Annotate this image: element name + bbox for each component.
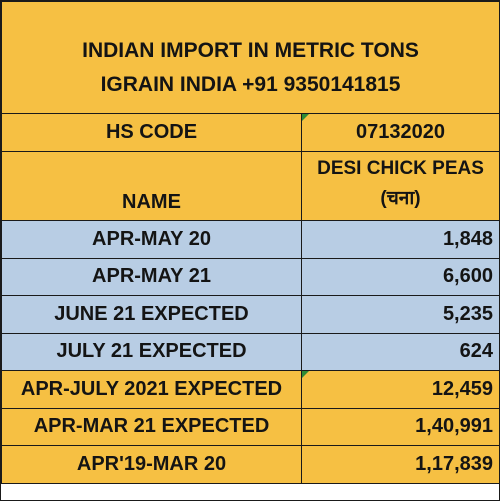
name-label-cell[interactable]: NAME: [1, 151, 302, 221]
title-line-2: IGRAIN INDIA +91 9350141815: [100, 72, 401, 96]
table-row: APR-MAR 21 EXPECTED 1,40,991: [1, 407, 500, 446]
table-row: APR'19-MAR 20 1,17,839: [1, 445, 500, 484]
product-name-cell[interactable]: DESI CHICK PEAS (चना): [301, 151, 500, 221]
title-cell[interactable]: INDIAN IMPORT IN METRIC TONS IGRAIN INDI…: [1, 1, 500, 114]
row-label-cell[interactable]: APR-MAY 20: [1, 220, 302, 259]
row-label-cell[interactable]: JUNE 21 EXPECTED: [1, 295, 302, 334]
row-label-cell[interactable]: JULY 21 EXPECTED: [1, 332, 302, 371]
table-row: JULY 21 EXPECTED 624: [1, 332, 500, 371]
row-label-cell[interactable]: APR'19-MAR 20: [1, 445, 302, 484]
name-row: NAME DESI CHICK PEAS (चना): [1, 151, 500, 221]
table-row: APR-MAY 20 1,848: [1, 220, 500, 259]
row-value-cell[interactable]: 1,40,991: [301, 407, 500, 446]
title-line-1: INDIAN IMPORT IN METRIC TONS: [82, 38, 419, 62]
row-label-cell[interactable]: APR-MAY 21: [1, 257, 302, 296]
table-row: APR-JULY 2021 EXPECTED 12,459: [1, 370, 500, 409]
row-value-cell[interactable]: 6,600: [301, 257, 500, 296]
table-row: JUNE 21 EXPECTED 5,235: [1, 295, 500, 334]
hs-code-value-cell[interactable]: 07132020: [301, 113, 500, 152]
row-value-cell[interactable]: 5,235: [301, 295, 500, 334]
table-row: APR-MAY 21 6,600: [1, 257, 500, 296]
row-value-cell[interactable]: 624: [301, 332, 500, 371]
import-table: INDIAN IMPORT IN METRIC TONS IGRAIN INDI…: [1, 1, 500, 484]
row-label-cell[interactable]: APR-JULY 2021 EXPECTED: [1, 370, 302, 409]
hs-code-row: HS CODE 07132020: [1, 113, 500, 152]
hs-code-label-cell[interactable]: HS CODE: [1, 113, 302, 152]
row-label-cell[interactable]: APR-MAR 21 EXPECTED: [1, 407, 302, 446]
product-name-line-2: (चना): [380, 188, 421, 209]
row-value-cell[interactable]: 1,17,839: [301, 445, 500, 484]
product-name-line-1: DESI CHICK PEAS: [317, 158, 484, 179]
title-row: INDIAN IMPORT IN METRIC TONS IGRAIN INDI…: [1, 1, 500, 114]
row-value-cell[interactable]: 12,459: [301, 370, 500, 409]
row-value-cell[interactable]: 1,848: [301, 220, 500, 259]
